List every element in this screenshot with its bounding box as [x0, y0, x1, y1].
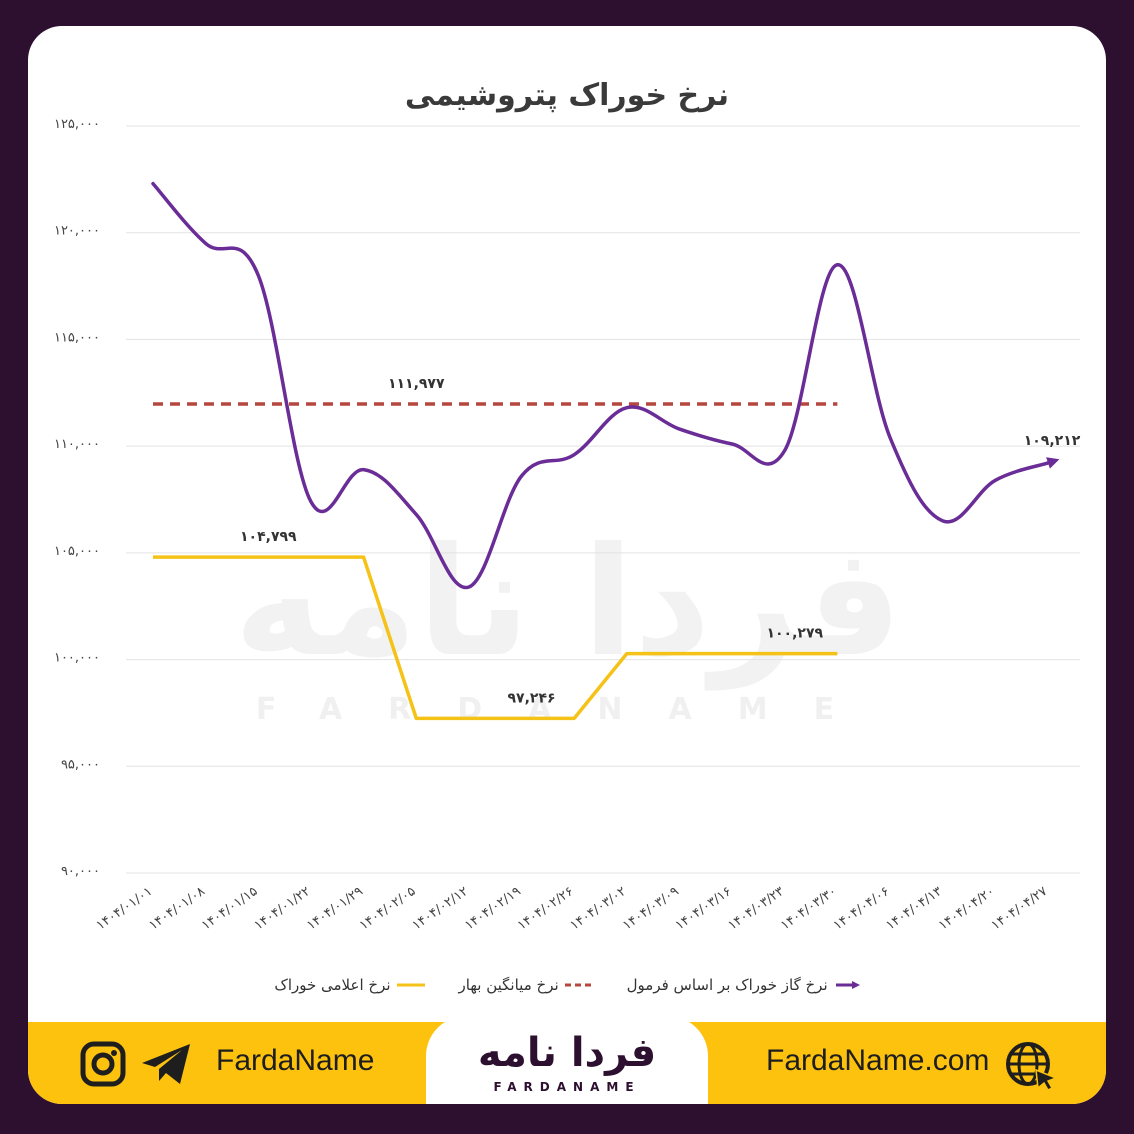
x-tick-label: ۱۴۰۴/۰۳/۲۳ — [726, 884, 788, 933]
x-tick-label: ۱۴۰۴/۰۳/۰۲ — [568, 884, 630, 933]
legend: نرخ گاز خوراک بر اساس فرمول نرخ میانگین … — [28, 976, 1106, 994]
footer-handle[interactable]: FardaName — [216, 1044, 375, 1077]
footer-logo-sub: FARDANAME — [493, 1080, 641, 1094]
y-tick-label: ۱۱۰,۰۰۰ — [54, 437, 100, 452]
y-tick-label: ۱۰۰,۰۰۰ — [54, 651, 100, 666]
x-tick-label: ۱۴۰۴/۰۴/۱۳ — [883, 884, 945, 933]
x-tick-label: ۱۴۰۴/۰۱/۰۸ — [146, 884, 208, 933]
x-tick-label: ۱۴۰۴/۰۱/۲۲ — [252, 884, 314, 933]
series-formula-arrowhead — [1046, 457, 1060, 469]
data-label-announced: ۱۰۴,۷۹۹ — [240, 529, 297, 545]
x-tick-label: ۱۴۰۴/۰۳/۱۶ — [673, 884, 735, 933]
footer-logo: فردا نامه FARDANAME — [426, 1016, 708, 1104]
x-tick-label: ۱۴۰۴/۰۲/۱۲ — [410, 884, 472, 933]
legend-swatch-average — [564, 983, 593, 987]
x-tick-label: ۱۴۰۴/۰۱/۱۵ — [199, 884, 261, 933]
y-tick-label: ۱۲۵,۰۰۰ — [54, 117, 100, 132]
data-label-formula-end: ۱۰۹,۲۱۲ — [1024, 433, 1081, 449]
y-tick-label: ۱۰۵,۰۰۰ — [54, 544, 100, 559]
data-label-announced: ۹۷,۲۴۶ — [508, 690, 556, 706]
chart-title: نرخ خوراک پتروشیمی — [404, 78, 730, 113]
legend-label-announced: نرخ اعلامی خوراک — [274, 976, 391, 994]
data-label-announced: ۱۰۰,۲۷۹ — [766, 626, 823, 642]
telegram-icon[interactable] — [140, 1041, 192, 1087]
footer-website[interactable]: FardaName.com — [766, 1044, 990, 1077]
legend-label-average: نرخ میانگین بهار — [458, 976, 559, 994]
footer-logo-text: فردا نامه — [477, 1030, 657, 1076]
chart-card: فردا نامه FARDANAME نرخ خوراک پتروشیمی ۹… — [28, 26, 1106, 1104]
legend-item-formula: نرخ گاز خوراک بر اساس فرمول — [627, 976, 860, 994]
x-tick-label: ۱۴۰۴/۰۲/۱۹ — [462, 884, 524, 933]
legend-item-average: نرخ میانگین بهار — [459, 976, 593, 994]
x-tick-label: ۱۴۰۴/۰۴/۰۶ — [831, 884, 893, 933]
legend-swatch-formula — [835, 981, 860, 989]
y-tick-label: ۱۱۵,۰۰۰ — [54, 330, 100, 345]
instagram-icon[interactable] — [80, 1041, 126, 1087]
series-announced-line — [153, 555, 838, 721]
legend-item-announced: نرخ اعلامی خوراک — [274, 976, 425, 994]
x-tick-label: ۱۴۰۴/۰۴/۲۰ — [936, 884, 998, 933]
x-tick-label: ۱۴۰۴/۰۳/۳۰ — [778, 884, 840, 933]
data-label-average: ۱۱۱,۹۷۷ — [388, 376, 445, 392]
legend-label-formula: نرخ گاز خوراک بر اساس فرمول — [626, 976, 828, 994]
footer-bar: FardaName فردا نامه FARDANAME FardaName.… — [28, 1016, 1106, 1104]
x-tick-label: ۱۴۰۴/۰۱/۲۹ — [304, 884, 366, 933]
line-chart: ۹۰,۰۰۰ ۹۵,۰۰۰ ۱۰۰,۰۰۰ ۱۰۵,۰۰۰ ۱۱۰,۰۰۰ ۱۱۵,۰۰۰… — [54, 117, 1081, 933]
y-tick-label: ۹۵,۰۰۰ — [61, 757, 100, 772]
legend-swatch-announced — [396, 983, 425, 987]
x-tick-label: ۱۴۰۴/۰۱/۰۱ — [94, 884, 156, 933]
series-formula-line — [151, 181, 1050, 590]
x-tick-label: ۱۴۰۴/۰۴/۲۷ — [989, 884, 1051, 933]
x-tick-label: ۱۴۰۴/۰۳/۰۹ — [620, 884, 682, 933]
x-tick-label: ۱۴۰۴/۰۲/۲۶ — [515, 884, 577, 933]
y-tick-label: ۹۰,۰۰۰ — [61, 864, 100, 879]
globe-icon[interactable] — [1004, 1040, 1058, 1090]
y-tick-label: ۱۲۰,۰۰۰ — [54, 224, 100, 239]
x-tick-label: ۱۴۰۴/۰۲/۰۵ — [357, 884, 419, 933]
